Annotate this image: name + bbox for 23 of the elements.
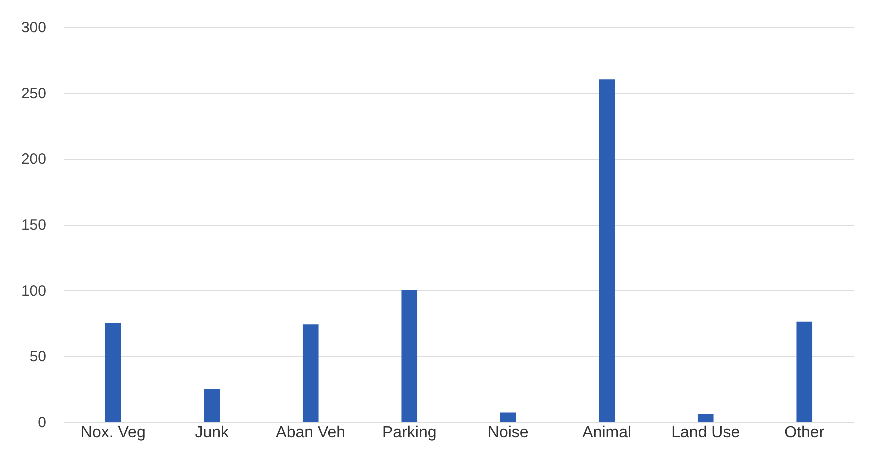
y-tick-label: 50 bbox=[30, 348, 46, 366]
y-tick-label: 100 bbox=[21, 282, 46, 300]
bar bbox=[204, 389, 220, 422]
bar bbox=[796, 322, 813, 422]
bar bbox=[698, 414, 714, 422]
bar bbox=[500, 412, 516, 422]
y-tick-label: 0 bbox=[38, 414, 46, 432]
y-tick-label: 300 bbox=[21, 20, 46, 36]
x-tick-label: Junk bbox=[195, 424, 230, 442]
x-tick-label: Animal bbox=[582, 424, 632, 442]
y-tick-label: 200 bbox=[21, 151, 46, 168]
bar bbox=[402, 290, 418, 422]
y-tick-label: 250 bbox=[21, 85, 46, 102]
x-tick-label: Other bbox=[784, 424, 826, 442]
bar bbox=[599, 80, 616, 422]
x-tick-label: Aban Veh bbox=[276, 424, 346, 442]
x-tick-label: Parking bbox=[382, 424, 437, 442]
bar bbox=[105, 323, 122, 422]
x-tick-label: Nox. Veg bbox=[80, 424, 146, 442]
x-tick-label: Noise bbox=[488, 424, 529, 442]
bar bbox=[302, 324, 319, 422]
y-tick-label: 150 bbox=[21, 217, 46, 234]
x-tick-label: Land Use bbox=[672, 424, 740, 442]
